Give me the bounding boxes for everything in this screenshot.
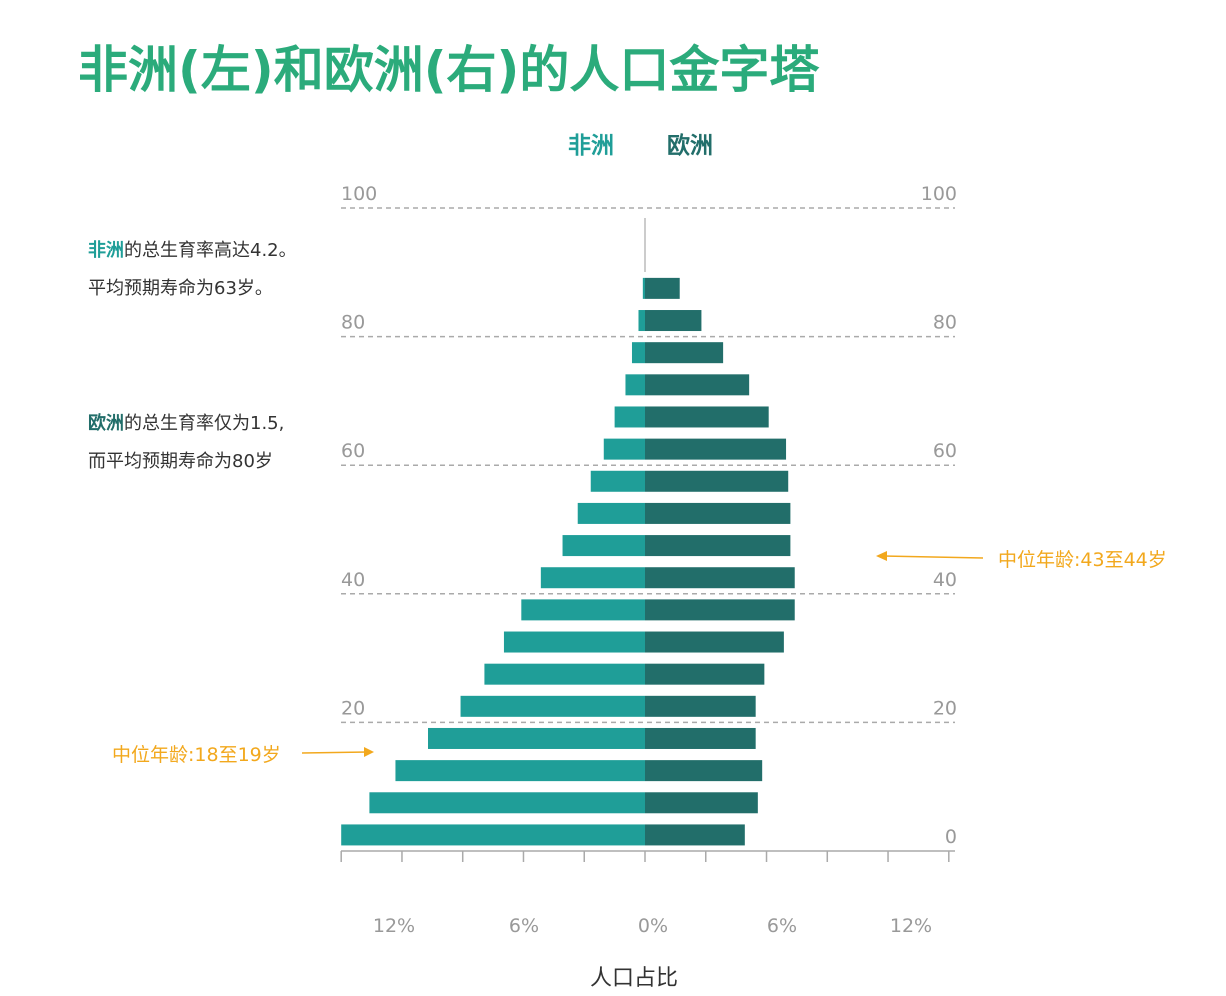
bar-europe-0-4 (645, 824, 745, 846)
age-label-left-60: 60 (341, 440, 365, 462)
bar-europe-30-34 (645, 631, 784, 653)
note-africa-line1: 非洲的总生育率高达4.2。 (88, 232, 297, 270)
age-label-right-60: 60 (933, 440, 957, 462)
note-africa-text1: 的总生育率高达4.2。 (124, 240, 297, 261)
age-label-right-100: 100 (921, 183, 957, 205)
note-africa: 非洲的总生育率高达4.2。 平均预期寿命为63岁。 (88, 232, 297, 308)
note-africa-line2: 平均预期寿命为63岁。 (88, 278, 273, 299)
x-tick-label-1: 6% (509, 915, 539, 937)
axis-layer: 0 20 20 40 40 60 60 80 80 100 100 12% 6% 0% 6% 12% (340, 183, 957, 937)
bar-africa-60-64 (603, 438, 645, 460)
median-arrow-europe (883, 555, 984, 559)
bar-europe-75-79 (645, 342, 724, 364)
bar-europe-15-19 (645, 727, 756, 749)
bar-africa-65-69 (614, 406, 645, 428)
x-axis-title: 人口占比 (590, 966, 679, 991)
bar-europe-55-59 (645, 470, 789, 492)
x-tick-label-4: 12% (890, 915, 932, 937)
note-europe: 欧洲的总生育率仅为1.5, 而平均预期寿命为80岁 (88, 405, 284, 481)
bar-africa-25-29 (484, 663, 645, 685)
bar-africa-0-4 (341, 824, 645, 846)
median-arrowhead-europe (876, 551, 887, 561)
note-europe-line1: 欧洲的总生育率仅为1.5, (88, 405, 284, 443)
bar-africa-15-19 (428, 727, 645, 749)
bar-europe-5-9 (645, 792, 758, 814)
median-arrowhead-africa (364, 747, 374, 757)
age-label-right-80: 80 (933, 312, 957, 334)
bar-europe-25-29 (645, 663, 765, 685)
age-label-right-0: 0 (945, 826, 957, 848)
bar-europe-80-84 (645, 310, 702, 332)
bar-africa-75-79 (631, 342, 645, 364)
bar-africa-85-89 (642, 277, 645, 299)
age-label-left-80: 80 (341, 312, 365, 334)
median-label-africa: 中位年龄:18至19岁 (112, 744, 281, 766)
age-label-right-20: 20 (933, 697, 957, 719)
bar-africa-80-84 (638, 310, 645, 332)
bar-europe-20-24 (645, 695, 756, 717)
median-label-europe: 中位年龄:43至44岁 (998, 549, 1167, 571)
x-tick-label-3: 6% (767, 915, 797, 937)
bar-europe-85-89 (645, 277, 680, 299)
bar-africa-45-49 (562, 535, 645, 557)
grid-layer (341, 207, 955, 724)
bar-europe-70-74 (645, 374, 750, 396)
x-tick-label-2: 0% (638, 915, 668, 937)
bar-africa-40-44 (540, 567, 645, 589)
bar-africa-50-54 (577, 502, 645, 524)
note-europe-text1: 的总生育率仅为1.5, (124, 413, 285, 434)
bar-europe-65-69 (645, 406, 769, 428)
bar-africa-55-59 (590, 470, 645, 492)
note-europe-line2: 而平均预期寿命为80岁 (88, 451, 273, 472)
age-label-left-40: 40 (341, 569, 365, 591)
bar-africa-20-24 (460, 695, 645, 717)
bar-africa-30-34 (503, 631, 645, 653)
bar-africa-70-74 (625, 374, 645, 396)
legend-europe: 欧洲 (667, 133, 713, 159)
bar-africa-35-39 (521, 599, 645, 621)
bar-europe-10-14 (645, 760, 763, 782)
annotation-layer (301, 551, 984, 757)
median-arrow-africa (301, 751, 369, 754)
age-label-right-40: 40 (933, 569, 957, 591)
chart-title: 非洲(左)和欧洲(右)的人口金字塔 (78, 41, 820, 99)
note-europe-highlight: 欧洲 (88, 413, 124, 434)
bar-layer (341, 277, 795, 846)
bar-europe-35-39 (645, 599, 795, 621)
legend-africa: 非洲 (568, 133, 614, 159)
age-label-left-100: 100 (341, 183, 377, 205)
x-tick-label-0: 12% (373, 915, 415, 937)
age-label-left-20: 20 (341, 697, 365, 719)
note-africa-highlight: 非洲 (88, 240, 124, 261)
bar-europe-40-44 (645, 567, 795, 589)
bar-europe-50-54 (645, 502, 791, 524)
bar-europe-45-49 (645, 535, 791, 557)
bar-africa-5-9 (369, 792, 645, 814)
bar-europe-60-64 (645, 438, 787, 460)
bar-africa-10-14 (395, 760, 645, 782)
